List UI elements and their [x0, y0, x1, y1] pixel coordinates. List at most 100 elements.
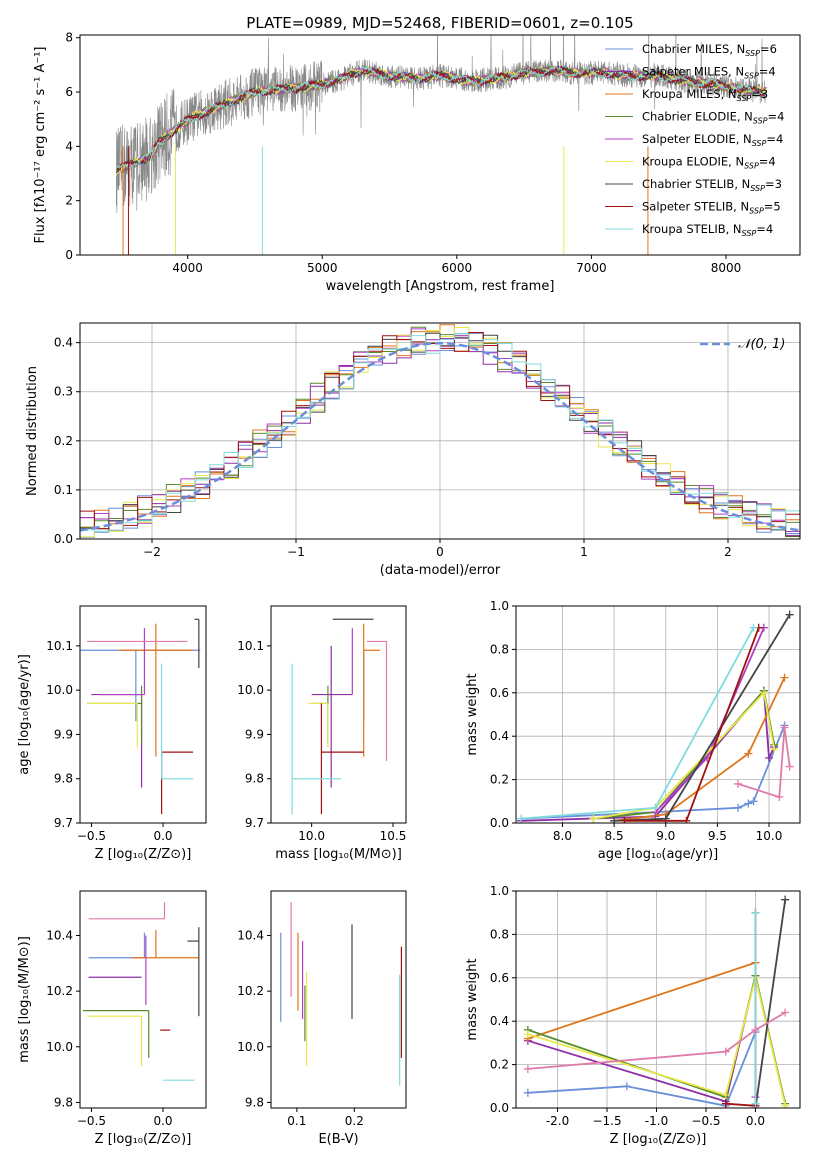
- x-tick-label: 8.0: [553, 829, 572, 843]
- y-axis-label: Flux [fλ10⁻¹⁷ erg cm⁻² s⁻¹ A⁻¹]: [33, 47, 48, 244]
- legend-entry: Salpeter STELIB, NSSP=5: [642, 200, 781, 216]
- y-axis-label: mass weight: [465, 958, 480, 1040]
- y-axis-label: mass [log₁₀(M/M⊙)]: [17, 936, 32, 1063]
- plot-area-spectrum: [115, 35, 767, 255]
- y-tick-label: 8: [65, 31, 73, 45]
- y-tick-label: 1.0: [490, 884, 509, 898]
- mass-weight-point: [744, 799, 753, 808]
- x-tick-label: 10.0: [298, 829, 325, 843]
- y-tick-label: 0.4: [54, 336, 73, 350]
- y-axis-label: Normed distribution: [25, 366, 40, 496]
- x-tick-label: −0.5: [77, 829, 106, 843]
- y-axis-label: age [log₁₀(age/yr)]: [17, 654, 32, 775]
- panel-age-vs-Z: −0.5 0.0 9.7 9.8 9.9 10.0 10.1 Z [log₁₀(Z/Z⊙)] a…: [17, 605, 207, 862]
- y-tick-label: 9.9: [54, 727, 73, 741]
- y-tick-label: 10.1: [46, 639, 73, 653]
- plot-area-mass-vs-Z: [82, 902, 200, 1081]
- overlay-residuals: −2 −1 0 1 2 0.0 0.1 0.2 0.3 0.4 (data-model)/error…: [25, 322, 801, 578]
- legend-entry: Kroupa STELIB, NSSP=4: [642, 222, 773, 238]
- model-fit-line: [116, 66, 767, 174]
- panel-mass-weight-vs-Z: -2.0 −1.5 -1.0 −0.5 0.0 0.0 0.2 0.4 0.6 0.8 1.0 Z […: [465, 884, 801, 1147]
- x-tick-label: −1.5: [592, 1114, 621, 1128]
- y-tick-label: 10.0: [237, 683, 264, 697]
- x-axis-label: wavelength [Angstrom, rest frame]: [326, 279, 555, 294]
- mass-weight-line: [613, 677, 786, 822]
- x-axis-label: (data-model)/error: [380, 563, 501, 578]
- mass-weight-point: [620, 816, 629, 823]
- mass-weight-point: [744, 749, 753, 758]
- panel-mass-vs-ebv: 0.1 0.2 9.8 10.0 10.2 10.4 E(B-V): [237, 890, 407, 1147]
- panel-spectrum: 4000 5000 6000 7000 8000 0 2 4 6 8 wavelength [Ang…: [33, 31, 801, 294]
- panel-mass-vs-Z: −0.5 0.0 9.8 10.0 10.2 10.4 Z [log₁₀(Z/Z⊙)] mas…: [17, 890, 207, 1147]
- y-tick-label: 10.1: [237, 639, 264, 653]
- x-axis-label: Z [log₁₀(Z/Z⊙)]: [95, 1132, 192, 1147]
- mass-weight-point: [721, 1047, 730, 1056]
- legend-entry: Salpeter MILES, NSSP=4: [642, 65, 776, 81]
- legend-entry: Kroupa MILES, NSSP=3: [642, 87, 768, 103]
- axes-frame: [515, 890, 801, 1109]
- x-tick-label: 4000: [172, 261, 203, 275]
- axes-frame: [270, 890, 407, 1109]
- model-fit-line: [115, 64, 767, 172]
- plot-area-mass-weight-vs-Z: [523, 895, 790, 1108]
- y-tick-label: 0.1: [54, 483, 73, 497]
- x-tick-label: 8000: [711, 261, 742, 275]
- mass-weight-line: [593, 690, 776, 820]
- x-tick-label: 9.0: [656, 829, 675, 843]
- axes-frame: [79, 322, 801, 540]
- mass-weight-point: [734, 803, 743, 812]
- plot-area-age-vs-Z: [80, 618, 201, 815]
- legend-entry: Salpeter ELODIE, NSSP=4: [642, 132, 783, 148]
- x-tick-label: 0.0: [746, 1114, 765, 1128]
- y-tick-label: 0.0: [490, 816, 509, 830]
- y-tick-label: 9.7: [245, 816, 264, 830]
- plot-area-age-vs-mass: [291, 618, 388, 815]
- mass-weight-point: [759, 688, 768, 697]
- mass-weight-point: [765, 753, 774, 762]
- y-tick-label: 2: [65, 194, 73, 208]
- normal-reference-curve: [80, 341, 800, 532]
- mass-weight-point: [780, 723, 789, 732]
- y-tick-label: 9.7: [54, 816, 73, 830]
- x-axis-label: mass [log₁₀(M/M⊙)]: [275, 847, 402, 862]
- x-tick-label: −0.5: [77, 1114, 106, 1128]
- y-tick-label: 0.4: [490, 1014, 509, 1028]
- axes-frame: [79, 890, 207, 1109]
- overlay-age-vs-Z: −0.5 0.0 9.7 9.8 9.9 10.0 10.1 Z [log₁₀(Z/Z⊙)] a…: [17, 605, 207, 862]
- y-tick-label: 9.8: [54, 772, 73, 786]
- x-tick-label: 2: [724, 545, 732, 559]
- y-tick-label: 6: [65, 85, 73, 99]
- y-tick-label: 0.8: [490, 927, 509, 941]
- x-axis-label: age [log₁₀(age/yr)]: [598, 847, 719, 862]
- x-tick-label: 9.5: [708, 829, 727, 843]
- y-tick-label: 10.4: [237, 929, 264, 943]
- legend-entry: 𝒩(0, 1): [738, 337, 785, 352]
- mass-weight-point: [751, 1025, 760, 1034]
- y-tick-label: 0.2: [490, 1058, 509, 1072]
- x-axis-label: Z [log₁₀(Z/Z⊙)]: [95, 847, 192, 862]
- y-tick-label: 0.8: [490, 642, 509, 656]
- mass-weight-point: [780, 673, 789, 682]
- y-tick-label: 10.2: [46, 984, 73, 998]
- mass-weight-point: [749, 797, 758, 806]
- panel-age-vs-mass: 10.0 10.5 9.7 9.8 9.9 10.0 10.1 mass [log₁₀(M/M…: [237, 605, 407, 862]
- x-tick-label: -1.0: [645, 1114, 668, 1128]
- y-tick-label: 10.0: [46, 683, 73, 697]
- y-tick-label: 0.0: [490, 1101, 509, 1115]
- mass-weight-point: [734, 779, 743, 788]
- x-tick-label: 10.5: [380, 829, 407, 843]
- y-tick-label: 9.8: [245, 772, 264, 786]
- mass-weight-point: [517, 814, 526, 823]
- mass-weight-line: [737, 727, 791, 799]
- legend-entry: Kroupa ELODIE, NSSP=4: [642, 155, 776, 171]
- mass-weight-point: [721, 1099, 730, 1108]
- mass-weight-point: [721, 1090, 730, 1099]
- mass-weight-point: [775, 792, 784, 801]
- mass-weight-point: [785, 762, 794, 771]
- mass-weight-point: [751, 908, 760, 917]
- plot-area-residuals: [80, 324, 800, 539]
- x-tick-label: 8.5: [605, 829, 624, 843]
- axes-frame: [79, 605, 207, 824]
- mass-weight-line: [527, 977, 787, 1107]
